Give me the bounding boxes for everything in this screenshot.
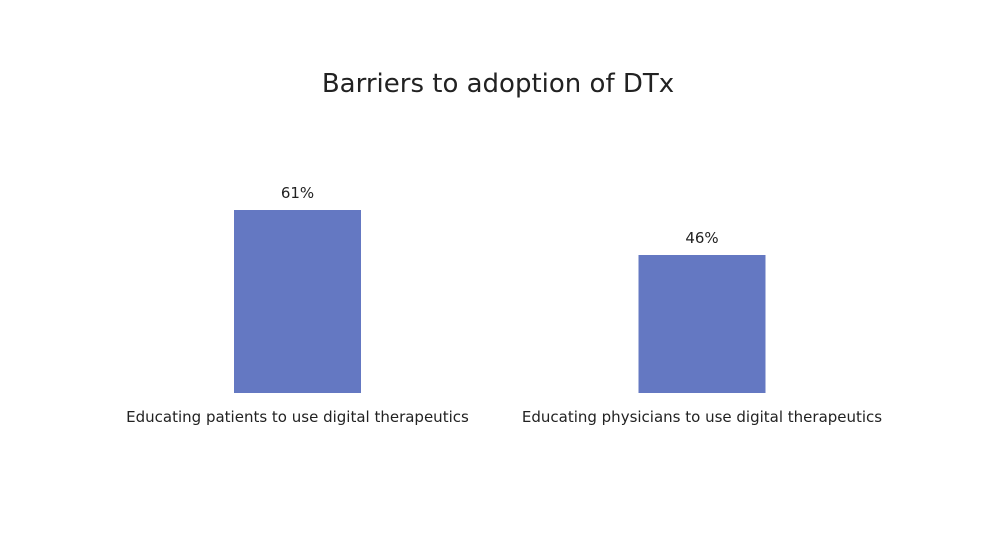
bar-2 bbox=[638, 255, 766, 393]
data-label-2: 46% bbox=[685, 229, 718, 247]
category-label-2: Educating physicians to use digital ther… bbox=[522, 408, 882, 426]
category-label-1: Educating patients to use digital therap… bbox=[126, 408, 469, 426]
data-label-1: 61% bbox=[281, 184, 314, 202]
chart-title: Barriers to adoption of DTx bbox=[322, 69, 674, 99]
bars-group: 61% Educating patients to use digital the… bbox=[126, 184, 882, 426]
bar-1 bbox=[234, 210, 361, 393]
